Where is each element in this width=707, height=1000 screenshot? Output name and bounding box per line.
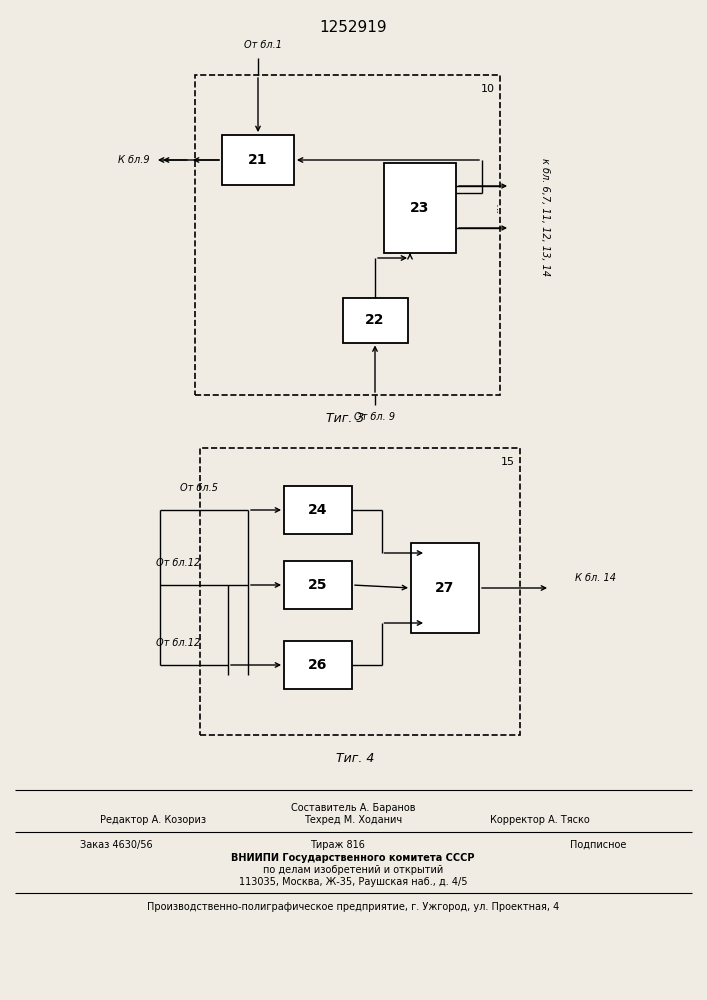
Text: 15: 15: [501, 457, 515, 467]
Bar: [284, 486, 352, 534]
Bar: [342, 298, 407, 342]
Text: Тираж 816: Тираж 816: [310, 840, 365, 850]
Text: От бл.12: От бл.12: [156, 558, 200, 568]
Bar: [195, 75, 500, 395]
Text: 113035, Москва, Ж-35, Раушская наб., д. 4/5: 113035, Москва, Ж-35, Раушская наб., д. …: [239, 877, 467, 887]
Text: Техред М. Ходанич: Техред М. Ходанич: [304, 815, 402, 825]
Text: 22: 22: [366, 313, 385, 327]
Text: Τиг. 3: Τиг. 3: [326, 412, 364, 424]
Text: 21: 21: [248, 153, 268, 167]
Text: К бл.9: К бл.9: [118, 155, 150, 165]
Bar: [222, 135, 294, 185]
Text: Производственно-полиграфическое предприятие, г. Ужгород, ул. Проектная, 4: Производственно-полиграфическое предприя…: [147, 902, 559, 912]
Text: К бл. 14: К бл. 14: [575, 573, 616, 583]
Text: Составитель А. Баранов: Составитель А. Баранов: [291, 803, 415, 813]
Text: Редактор А. Козориз: Редактор А. Козориз: [100, 815, 206, 825]
Text: 10: 10: [481, 84, 495, 94]
Text: 26: 26: [308, 658, 327, 672]
Bar: [200, 448, 520, 735]
Text: Заказ 4630/56: Заказ 4630/56: [80, 840, 153, 850]
Text: От бл.5: От бл.5: [180, 483, 218, 493]
Bar: [284, 561, 352, 609]
Text: ...: ...: [490, 202, 500, 212]
Text: От бл. 9: От бл. 9: [354, 412, 395, 422]
Text: Корректор А. Тяско: Корректор А. Тяско: [490, 815, 590, 825]
Text: к бл. 6,7, 11, 12, 13, 14: к бл. 6,7, 11, 12, 13, 14: [540, 158, 550, 276]
Bar: [411, 543, 479, 633]
Text: 24: 24: [308, 503, 328, 517]
Text: 23: 23: [410, 201, 430, 215]
Text: От бл.1: От бл.1: [244, 40, 282, 50]
Bar: [384, 163, 456, 253]
Text: 1252919: 1252919: [319, 20, 387, 35]
Text: 27: 27: [436, 581, 455, 595]
Text: по делам изобретений и открытий: по делам изобретений и открытий: [263, 865, 443, 875]
Text: 25: 25: [308, 578, 328, 592]
Text: ВНИИПИ Государственного комитета СССР: ВНИИПИ Государственного комитета СССР: [231, 853, 474, 863]
Bar: [284, 641, 352, 689]
Text: Τиг. 4: Τиг. 4: [336, 752, 374, 764]
Text: От бл.12: От бл.12: [156, 638, 200, 648]
Text: Подписное: Подписное: [570, 840, 626, 850]
